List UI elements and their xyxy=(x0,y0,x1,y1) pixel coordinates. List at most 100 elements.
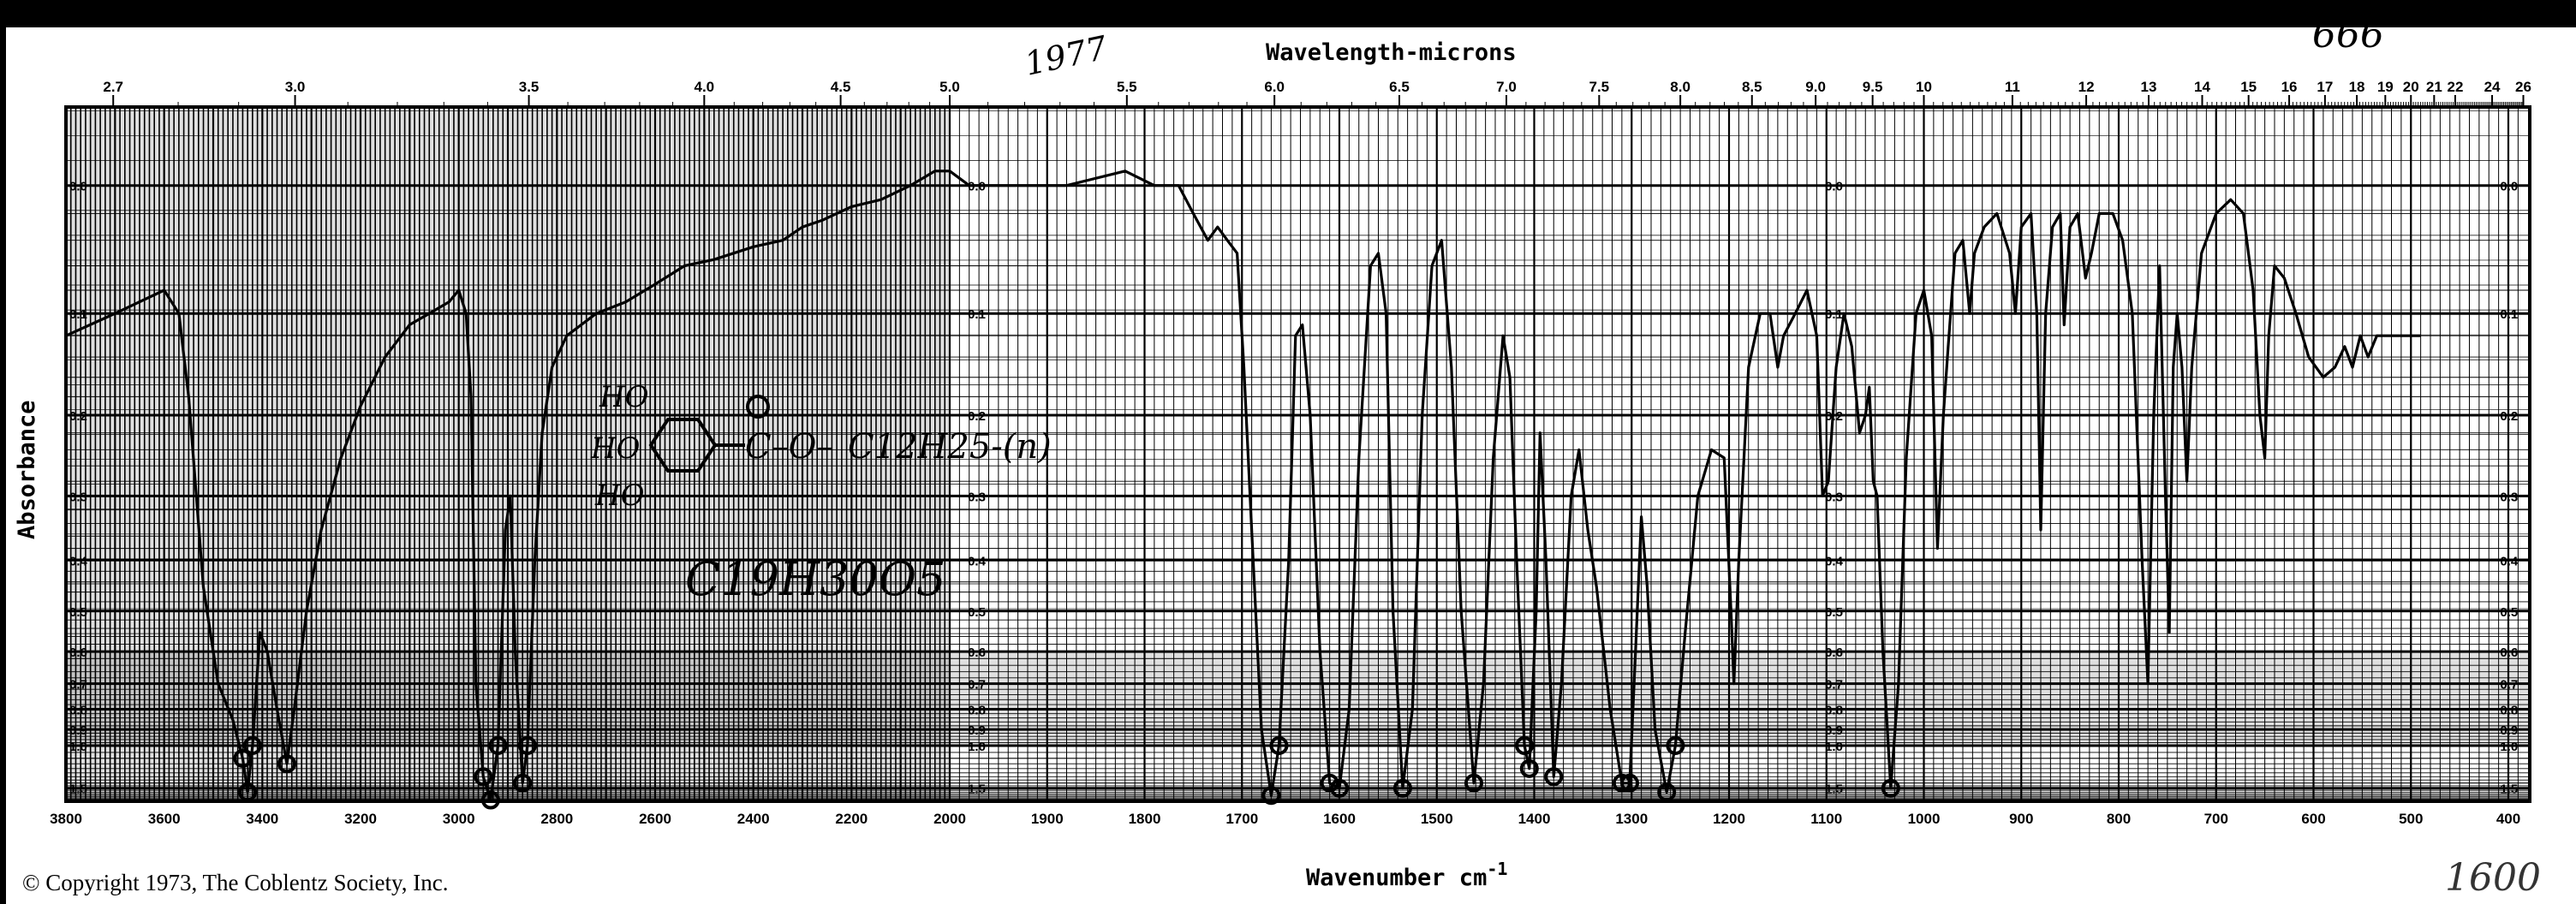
peak-marker xyxy=(1666,736,1685,755)
peak-marker xyxy=(488,736,508,755)
structure-substituent: HO xyxy=(594,479,645,513)
y-tick-label: 0.7 xyxy=(69,678,87,693)
y-tick-label: 0.4 xyxy=(69,554,88,568)
micron-tick-label: 20 xyxy=(2403,79,2419,95)
x-axis-title-text: Wavenumber cm xyxy=(1306,865,1487,891)
carbonyl-oxygen xyxy=(746,395,770,419)
x-tick-label: 1500 xyxy=(1421,811,1453,827)
micron-tick-labels: 2.7 3.0 3.5 4.0 4.5 5.0 5.5 6.0 6.5 7.0 7.5 8.0 8.5 9… xyxy=(103,79,2531,107)
y-tick-label: 0.1 xyxy=(968,307,986,322)
micron-tick-label: 17 xyxy=(2317,79,2333,95)
peak-marker xyxy=(1320,773,1339,793)
peak-marker xyxy=(277,754,296,774)
y-tick-label: 0.5 xyxy=(1825,605,1843,620)
peak-marker xyxy=(1261,786,1281,806)
y-tick-label: 0.6 xyxy=(1825,645,1843,660)
y-tick-label: 1.0 xyxy=(69,740,87,754)
y-tick-label: 0.9 xyxy=(69,723,87,738)
y-tick-label: 1.0 xyxy=(1825,740,1843,754)
x-axis-title-superscript: -1 xyxy=(1487,859,1507,879)
micron-tick-label: 14 xyxy=(2194,79,2210,95)
y-tick-label: 0.4 xyxy=(2500,554,2519,568)
x-tick-label: 3200 xyxy=(344,811,377,827)
y-tick-label: 0.8 xyxy=(1825,703,1843,717)
peak-marker xyxy=(238,782,258,802)
left-border xyxy=(0,0,6,904)
micron-tick-label: 21 xyxy=(2426,79,2442,95)
micron-tick-label: 12 xyxy=(2078,79,2095,95)
x-tick-label: 3000 xyxy=(443,811,475,827)
micron-tick-label: 6.5 xyxy=(1389,79,1410,95)
x-tick-label: 1900 xyxy=(1031,811,1064,827)
y-tick-label: 0.1 xyxy=(1825,307,1843,322)
grid-shading xyxy=(66,107,950,801)
micron-tick-label: 18 xyxy=(2349,79,2365,95)
x-tick-label: 500 xyxy=(2399,811,2423,827)
x-tick-label: 1100 xyxy=(1810,811,1842,827)
wavenumber-tick-labels: 3800 3600 3400 3200 3000 2800 2600 2400 2200 2000… xyxy=(50,811,2520,827)
y-tick-label: 0.5 xyxy=(2500,605,2518,620)
y-tick-label: 0.2 xyxy=(968,409,986,424)
peak-marker xyxy=(1544,767,1564,787)
y-tick-label: 0.7 xyxy=(1825,678,1843,693)
y-tick-label: 0.3 xyxy=(1825,490,1843,504)
peak-marker xyxy=(1881,778,1900,798)
micron-tick-label: 26 xyxy=(2515,79,2531,95)
micron-tick-label: 5.0 xyxy=(939,79,960,95)
y-tick-label: 0.4 xyxy=(1825,554,1844,568)
x-tick-label: 1700 xyxy=(1225,811,1258,827)
peak-marker xyxy=(1619,773,1639,793)
x-tick-label: 400 xyxy=(2496,811,2520,827)
structure-substituent: HO xyxy=(599,380,649,414)
copyright-text: © Copyright 1973, The Coblentz Society, … xyxy=(22,870,448,895)
y-tick-label: 0.5 xyxy=(968,605,986,620)
peak-marker xyxy=(1657,782,1677,802)
peak-marker xyxy=(474,767,493,787)
top-axis-title: Wavelength-microns xyxy=(1266,39,1517,66)
micron-tick-label: 9.5 xyxy=(1863,79,1883,95)
peak-marker xyxy=(517,736,537,755)
peak-marker xyxy=(513,773,533,793)
peak-marker xyxy=(1612,773,1631,793)
y-tick-label: 0.3 xyxy=(2500,490,2518,504)
handwritten-note-bottom-right: 1600 xyxy=(2445,856,2541,900)
peak-marker xyxy=(1515,736,1535,755)
y-tick-label: 0.3 xyxy=(968,490,986,504)
y-tick-label: 0.5 xyxy=(69,605,87,620)
peak-marker xyxy=(480,790,500,810)
x-tick-label: 2400 xyxy=(737,811,770,827)
handwritten-note-top: 1977 xyxy=(1022,28,1112,82)
y-tick-label: 0.3 xyxy=(69,490,87,504)
x-tick-label: 2000 xyxy=(933,811,966,827)
y-tick-label: 0.1 xyxy=(69,307,87,322)
x-tick-label: 2200 xyxy=(835,811,868,827)
y-tick-label: 0.2 xyxy=(2500,409,2518,424)
y-tick-label: 0.9 xyxy=(968,723,986,738)
spectrum-line xyxy=(65,170,2421,802)
peak-marker xyxy=(1269,736,1289,755)
x-tick-label: 800 xyxy=(2107,811,2131,827)
y-tick-label: 1.0 xyxy=(2500,740,2518,754)
y-tick-label: 0.0 xyxy=(2500,180,2518,194)
top-border xyxy=(0,0,2576,27)
micron-tick-label: 10 xyxy=(1916,79,1932,95)
y-tick-label: 0.7 xyxy=(968,678,986,693)
y-axis-title: Absorbance xyxy=(14,400,40,539)
y-tick-label: 0.6 xyxy=(69,645,87,660)
micron-tick-label: 15 xyxy=(2240,79,2257,95)
micron-tick-label: 3.0 xyxy=(285,79,306,95)
structure-chain: C12H25-(n) xyxy=(848,427,1052,467)
micron-tick-label: 8.0 xyxy=(1670,79,1690,95)
spectrum-trace-group xyxy=(65,170,2421,810)
x-tick-label: 2800 xyxy=(540,811,573,827)
plot-frame xyxy=(64,105,2531,803)
ester-group: C–O– xyxy=(745,427,833,467)
structure-substituent: HO xyxy=(590,431,641,466)
micron-tick-label: 7.0 xyxy=(1496,79,1517,95)
x-tick-label: 1000 xyxy=(1908,811,1941,827)
x-tick-label: 1800 xyxy=(1129,811,1161,827)
handwritten-structure: HO HO HO C–O– C12H25-(n) C19H30O5 xyxy=(590,380,1052,606)
micron-tick-label: 5.5 xyxy=(1117,79,1137,95)
micron-tick-label: 19 xyxy=(2377,79,2394,95)
